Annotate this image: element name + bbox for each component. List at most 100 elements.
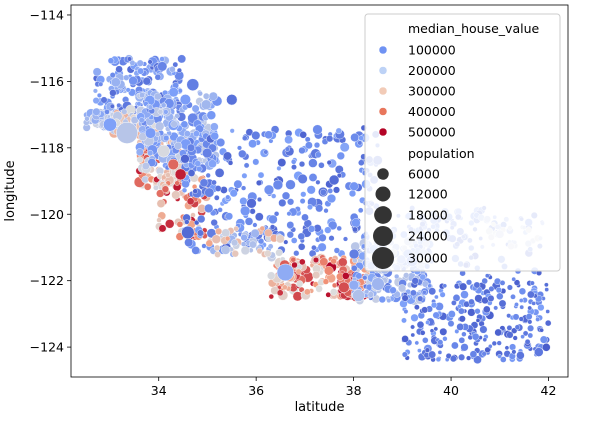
data-point: [290, 256, 297, 263]
x-tick-label: 38: [346, 383, 362, 398]
data-point: [275, 248, 283, 257]
y-tick-label: −118: [30, 140, 64, 155]
data-point: [136, 59, 144, 67]
data-point: [181, 225, 195, 240]
data-point: [254, 212, 264, 222]
data-point: [286, 221, 295, 229]
data-point: [313, 257, 320, 264]
data-point: [204, 203, 214, 213]
data-point: [336, 173, 342, 179]
data-point: [433, 326, 439, 332]
data-point: [424, 347, 431, 353]
data-point: [272, 179, 284, 191]
data-point: [157, 144, 170, 158]
data-point: [163, 109, 169, 115]
data-point: [367, 291, 375, 298]
data-point: [214, 185, 222, 192]
data-point: [410, 324, 415, 330]
data-point: [414, 340, 420, 346]
data-point: [172, 61, 179, 68]
legend-hue-label: 400000: [408, 104, 456, 119]
data-point: [544, 319, 552, 327]
data-point: [223, 151, 232, 161]
data-point: [332, 186, 341, 194]
data-point: [459, 282, 468, 291]
data-point: [170, 120, 178, 128]
data-point: [411, 277, 419, 285]
data-point: [482, 337, 488, 342]
data-point: [348, 279, 360, 291]
data-point: [297, 232, 306, 241]
data-point: [211, 234, 221, 244]
data-point: [192, 188, 198, 194]
data-point: [451, 300, 457, 306]
data-point: [371, 277, 385, 291]
data-point: [167, 158, 179, 171]
data-point: [147, 158, 157, 167]
data-point: [165, 219, 175, 229]
data-point: [211, 179, 217, 186]
data-point: [522, 330, 529, 337]
data-point: [342, 236, 349, 242]
data-point: [319, 188, 327, 196]
data-point: [161, 185, 170, 193]
data-point: [351, 265, 358, 272]
data-point: [156, 199, 166, 208]
data-point: [429, 328, 435, 334]
data-point: [226, 94, 238, 106]
data-point: [342, 272, 350, 280]
data-point: [158, 224, 167, 233]
data-point: [208, 91, 218, 101]
data-point: [214, 251, 221, 258]
data-point: [116, 102, 122, 108]
axes-frame: [70, 4, 569, 378]
data-point: [183, 130, 191, 138]
data-point: [142, 77, 151, 86]
data-point: [328, 235, 335, 242]
data-point: [527, 319, 533, 325]
data-point: [291, 164, 297, 171]
data-point: [191, 246, 200, 255]
data-point: [401, 294, 409, 302]
data-point: [196, 165, 203, 172]
data-point: [297, 173, 308, 184]
data-point: [233, 225, 239, 232]
data-point: [514, 324, 521, 330]
data-point: [240, 241, 247, 247]
data-point: [263, 149, 269, 155]
data-point: [308, 158, 318, 168]
data-point: [534, 347, 544, 357]
data-point: [193, 130, 200, 138]
data-point: [419, 330, 426, 336]
data-point: [217, 207, 223, 213]
data-point: [165, 172, 171, 178]
data-point: [215, 227, 223, 235]
data-point: [336, 225, 342, 232]
data-point: [542, 343, 551, 352]
data-point: [338, 257, 348, 267]
data-point: [109, 72, 116, 79]
y-tick-label: −122: [30, 273, 64, 288]
data-point: [251, 130, 261, 141]
data-point: [386, 298, 392, 304]
data-point: [324, 265, 334, 276]
data-point: [318, 233, 327, 242]
data-point: [199, 178, 209, 188]
data-point: [282, 284, 288, 291]
data-point: [110, 77, 121, 88]
data-point: [323, 208, 329, 214]
data-point: [161, 174, 167, 180]
data-point: [276, 263, 295, 282]
legend-hue-marker: [378, 45, 388, 55]
data-point: [256, 247, 263, 255]
data-point: [264, 249, 272, 258]
data-point: [136, 156, 144, 164]
data-point: [284, 135, 293, 145]
data-point: [318, 162, 325, 169]
legend-size-title: population: [408, 146, 475, 161]
data-point: [442, 283, 448, 289]
data-point: [255, 179, 263, 186]
data-point: [493, 305, 499, 311]
data-point: [179, 94, 191, 106]
